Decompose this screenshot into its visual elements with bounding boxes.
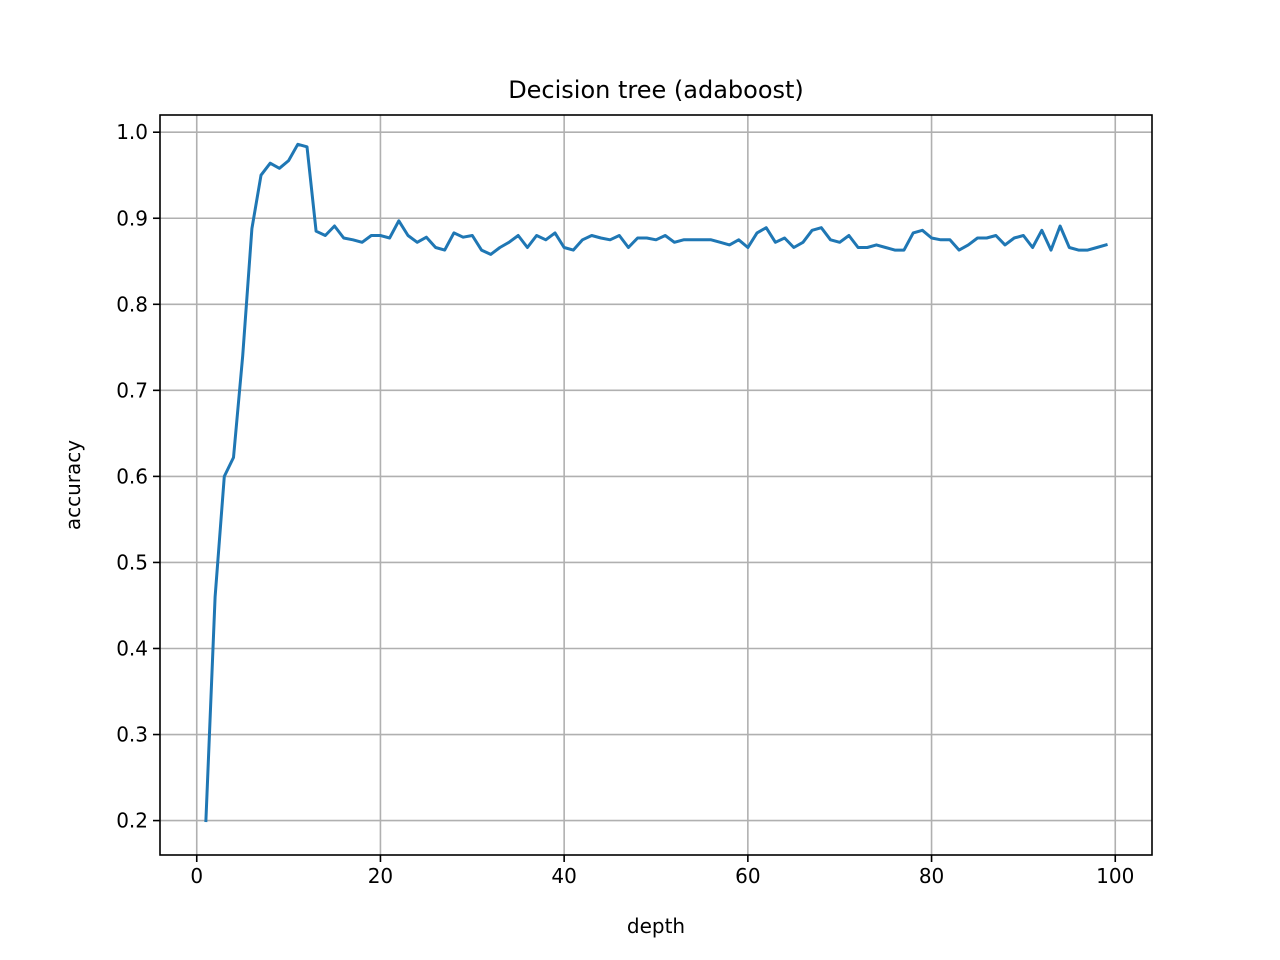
y-tick-label: 0.4 [116,636,148,660]
y-tick-label: 0.2 [116,809,148,833]
x-axis: 0 20 40 60 80 100 [190,855,1134,888]
x-tick-label: 80 [919,864,944,888]
y-axis: 0.2 0.3 0.4 0.5 0.6 0.7 0.8 0.9 1.0 [116,120,160,833]
y-tick-label: 0.6 [116,464,148,488]
x-tick-label: 100 [1096,864,1134,888]
y-tick-label: 0.5 [116,550,148,574]
plot-frame [159,114,1153,856]
grid [160,115,1152,855]
series [204,142,1108,823]
x-tick-label: 60 [735,864,760,888]
y-tick-label: 1.0 [116,120,148,144]
chart-title: Decision tree (adaboost) [508,76,804,104]
y-tick-label: 0.3 [116,723,148,747]
series-line [204,142,1108,823]
x-tick-label: 40 [551,864,576,888]
x-axis-label: depth [627,914,685,938]
y-tick-label: 0.7 [116,378,148,402]
y-axis-label: accuracy [61,440,85,530]
x-tick-label: 0 [190,864,203,888]
y-tick-label: 0.8 [116,292,148,316]
x-tick-label: 20 [368,864,393,888]
y-tick-label: 0.9 [116,206,148,230]
